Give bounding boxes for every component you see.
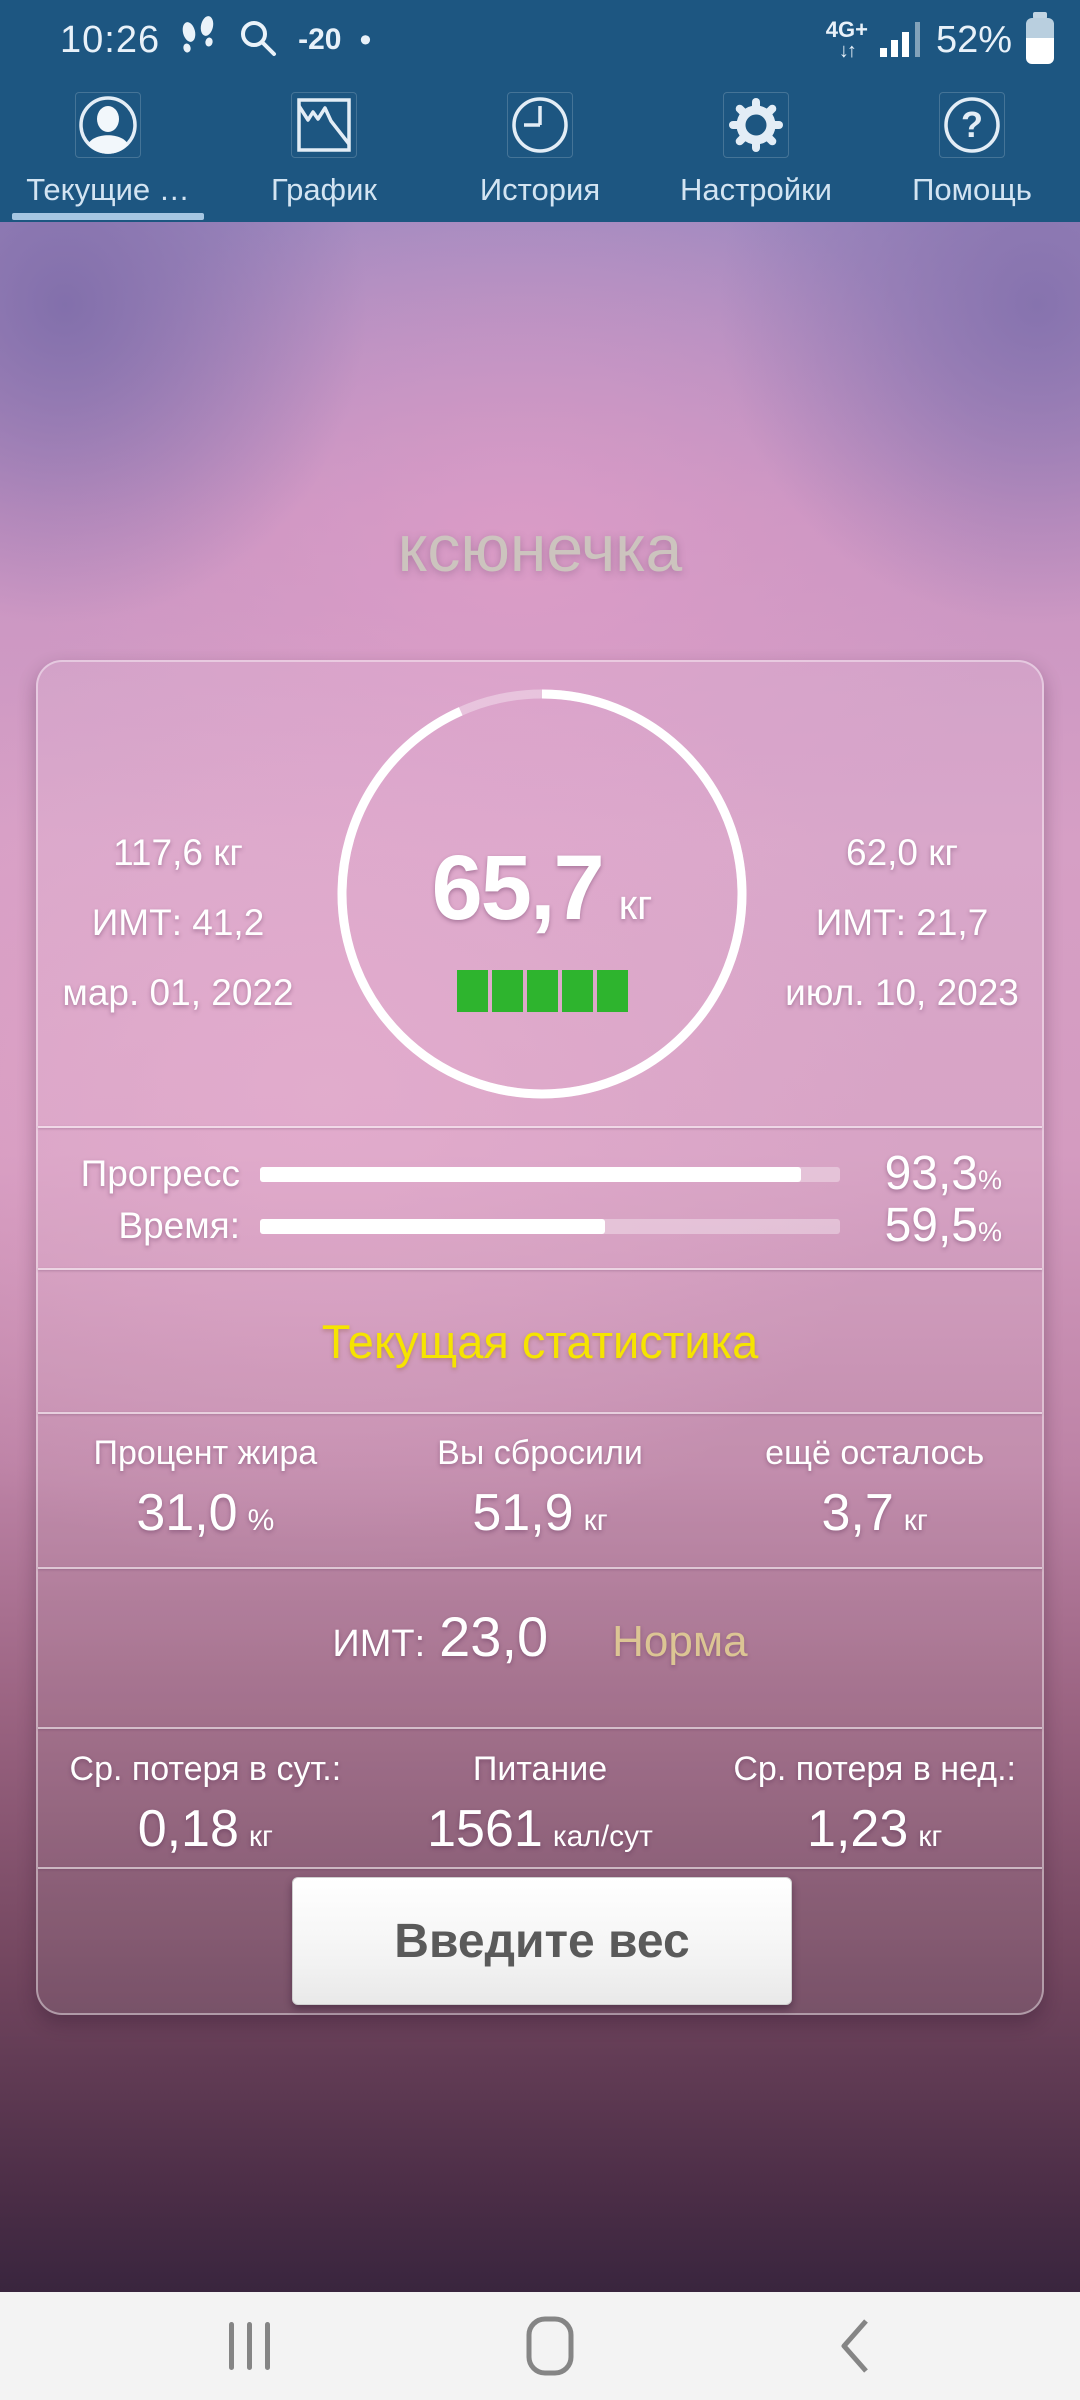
progress-value: 93,3% [884, 1147, 1002, 1200]
enter-weight-button[interactable]: Введите вес [292, 1877, 792, 2005]
bmi-label: ИМТ: [332, 1623, 426, 1665]
navigation-bar [0, 2292, 1080, 2400]
tab-current[interactable]: Текущие … [0, 80, 216, 222]
footprints-icon [178, 15, 218, 65]
time-progress-row: Время: 59,5% [38, 1202, 1042, 1250]
profile-name: ксюнечка [397, 511, 683, 585]
divider [38, 1867, 1042, 1869]
clock-time: 10:26 [60, 18, 161, 61]
tab-label: Помощь [912, 172, 1032, 207]
search-icon [236, 16, 280, 65]
tab-help[interactable]: ? Помощь [864, 80, 1080, 222]
goal-bmi: ИМТ: 21,7 [815, 902, 989, 943]
start-bmi: ИМТ: 41,2 [91, 902, 265, 943]
home-button[interactable] [490, 2292, 610, 2400]
tab-bar: Текущие … График История [0, 80, 1080, 222]
divider [38, 1727, 1042, 1729]
network-arrows: ↓↑ [838, 40, 857, 62]
recents-icon [229, 2322, 270, 2370]
remaining-weight-stat: ещё осталось 3,7 кг [765, 1434, 985, 1542]
signal-note: -20 [298, 23, 342, 56]
bottom-stats-row: Ср. потеря в сут.: 0,18 кг Питание 1561 ка… [38, 1750, 1042, 1859]
time-label: Время: [118, 1205, 240, 1246]
tab-label: Текущие … [26, 172, 190, 207]
weight-progress-ring [337, 689, 747, 1099]
back-icon [841, 2319, 868, 2373]
current-weight-unit: кг [618, 881, 653, 928]
tab-history[interactable]: История [432, 80, 648, 222]
start-stats: 117,6 кг ИМТ: 41,2 мар. 01, 2022 [40, 832, 316, 1014]
tab-label: График [271, 172, 377, 207]
progress-label: Прогресс [80, 1153, 240, 1194]
tab-label: История [479, 172, 601, 207]
goal-stats: 62,0 кг ИМТ: 21,7 июл. 10, 2023 [764, 832, 1040, 1014]
tab-settings[interactable]: Настройки [648, 80, 864, 222]
weight-progress-blocks [292, 970, 792, 1014]
battery-icon [1022, 10, 1058, 71]
goal-date: июл. 10, 2023 [785, 972, 1019, 1013]
current-stats-row: Процент жира 31,0% Вы сбросили 51,9 кг ещ… [38, 1434, 1042, 1543]
goal-weight: 62,0 кг [846, 832, 958, 873]
progress-bar [260, 1167, 840, 1182]
stats-section-title: Текущая статистика [321, 1315, 759, 1368]
weight-summary-card: 65,7 кг 117,6 кг ИМТ: 41,2 мар. 01, 2022… [36, 660, 1044, 2015]
active-tab-underline [12, 213, 204, 220]
back-button[interactable] [795, 2292, 915, 2400]
help-icon: ? [939, 92, 1005, 158]
start-date: мар. 01, 2022 [62, 972, 294, 1013]
lost-weight-stat: Вы сбросили 51,9 кг [437, 1434, 643, 1542]
status-bar: 10:26 -20 • 4G+ ↓↑ [0, 0, 1080, 80]
chart-icon [291, 92, 357, 158]
tab-label: Настройки [679, 172, 832, 207]
network-type-indicator: 4G+ ↓↑ [825, 17, 868, 62]
bmi-status-badge: Норма [612, 1617, 748, 1666]
divider [38, 1412, 1042, 1414]
settings-gear-icon [723, 92, 789, 158]
profile-icon [75, 92, 141, 158]
daily-loss-stat: Ср. потеря в сут.: 0,18 кг [69, 1750, 342, 1858]
svg-text:?: ? [961, 104, 983, 145]
app-content: ксюнечка 65,7 кг 117,6 кг ИМТ: 41,2 мар.… [0, 222, 1080, 2292]
recents-button[interactable] [190, 2292, 310, 2400]
signal-bars-icon [878, 16, 926, 65]
history-clock-icon [507, 92, 573, 158]
start-weight: 117,6 кг [113, 832, 243, 873]
tab-chart[interactable]: График [216, 80, 432, 222]
home-icon [526, 2316, 574, 2376]
time-progress-bar [260, 1219, 840, 1234]
nutrition-stat: Питание 1561 кал/сут [427, 1750, 653, 1858]
fat-percent-stat: Процент жира 31,0% [93, 1434, 318, 1542]
current-weight-value: 65,7 [431, 837, 605, 939]
divider [38, 1126, 1042, 1128]
bmi-value: 23,0 [439, 1605, 549, 1668]
battery-percent: 52% [935, 18, 1012, 61]
progress-row: Прогресс 93,3% [38, 1150, 1042, 1198]
divider [38, 1567, 1042, 1569]
time-progress-value: 59,5% [884, 1199, 1002, 1252]
current-weight: 65,7 кг [292, 820, 792, 956]
weekly-loss-stat: Ср. потеря в нед.: 1,23 кг [733, 1750, 1016, 1858]
notification-dot: • [359, 21, 372, 59]
divider [38, 1268, 1042, 1270]
bmi-row: ИМТ: 23,0 Норма [38, 1604, 1042, 1669]
